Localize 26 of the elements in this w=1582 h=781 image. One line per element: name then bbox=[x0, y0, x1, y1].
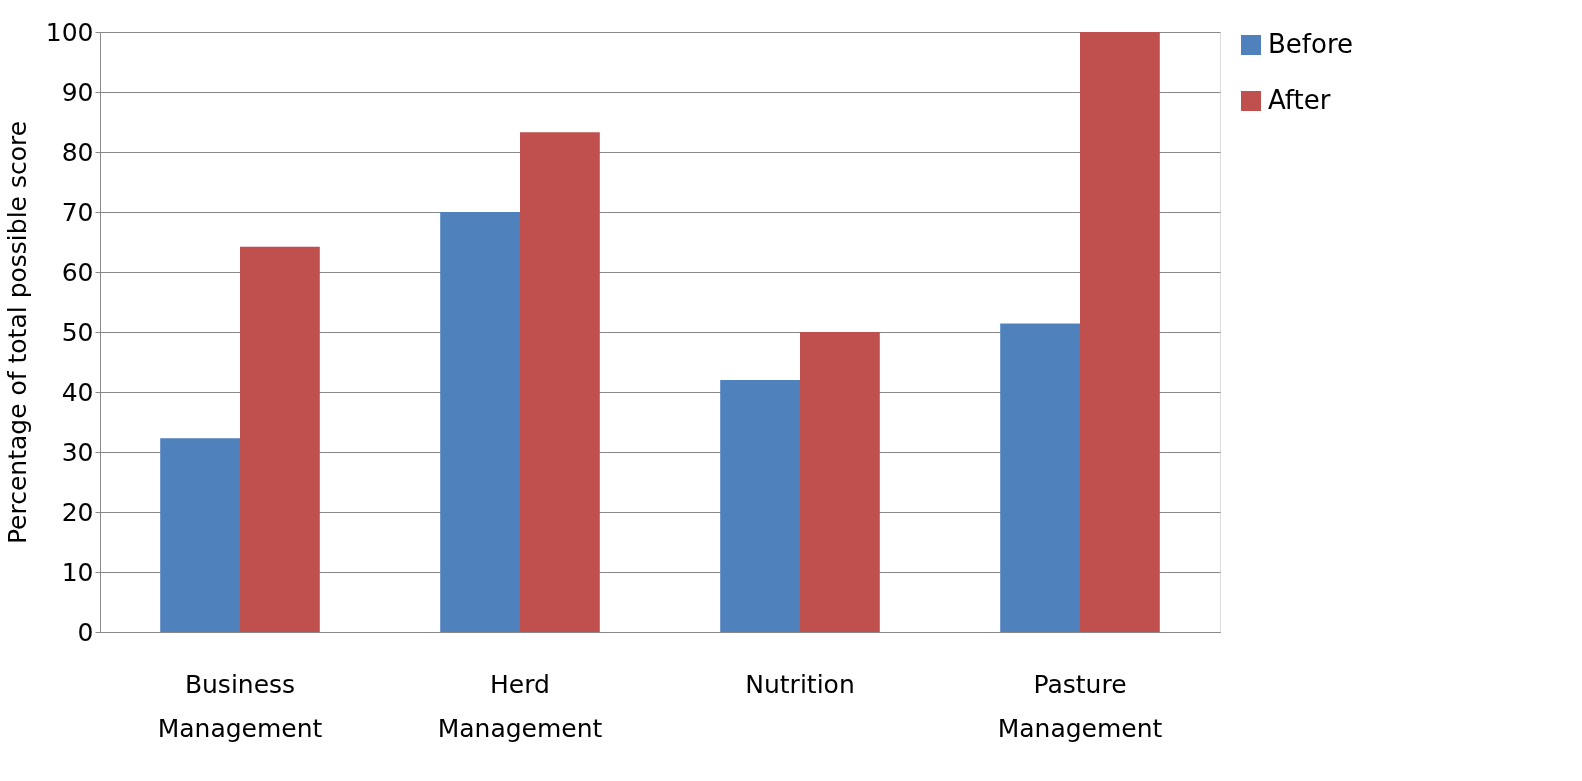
legend-label: After bbox=[1268, 85, 1331, 115]
y-tick-label: 10 bbox=[61, 557, 94, 587]
bar bbox=[1000, 323, 1080, 632]
bar bbox=[160, 438, 240, 632]
x-tick-label: Nutrition bbox=[745, 669, 855, 699]
y-tick-label: 50 bbox=[61, 317, 94, 347]
bar bbox=[1080, 32, 1160, 632]
bar bbox=[800, 332, 880, 632]
y-tick-label: 0 bbox=[77, 617, 94, 647]
y-tick-label: 100 bbox=[45, 17, 94, 47]
y-tick-label: 70 bbox=[61, 197, 94, 227]
y-tick-label: 60 bbox=[61, 257, 94, 287]
bar bbox=[240, 246, 320, 632]
y-axis-title: Percentage of total possible score bbox=[2, 120, 32, 545]
bar bbox=[720, 380, 800, 632]
y-tick-label: 20 bbox=[61, 497, 94, 527]
y-tick-label: 90 bbox=[61, 77, 94, 107]
y-tick-label: 80 bbox=[61, 137, 94, 167]
x-tick-label: Herd Management bbox=[437, 669, 603, 743]
bar bbox=[520, 132, 600, 632]
x-tick-label: Pasture Management bbox=[997, 669, 1163, 743]
y-tick-label: 30 bbox=[61, 437, 94, 467]
y-tick-label: 40 bbox=[61, 377, 94, 407]
legend-label: Before bbox=[1268, 29, 1354, 59]
x-tick-label: Business Management bbox=[157, 669, 323, 743]
bar bbox=[440, 212, 520, 632]
